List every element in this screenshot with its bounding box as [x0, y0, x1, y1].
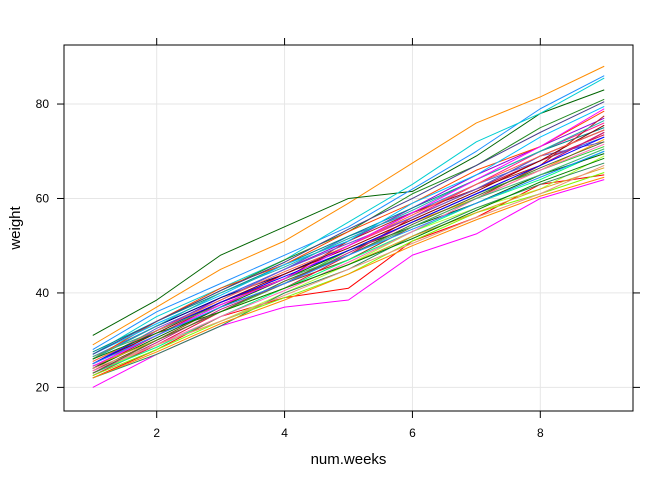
- series-line-6: [92, 179, 605, 388]
- x-tick-label: 2: [153, 426, 160, 440]
- plot-frame: [63, 44, 634, 412]
- series-line-11: [92, 131, 605, 372]
- series-line-19: [92, 115, 605, 369]
- series-line-39: [92, 176, 605, 379]
- series-line-1: [92, 65, 605, 346]
- series-line-21: [92, 162, 605, 379]
- y-tick-label: 40: [36, 286, 50, 300]
- y-tick-label: 60: [36, 191, 50, 205]
- series-line-40: [92, 150, 605, 365]
- series-line-27: [92, 124, 605, 365]
- series-line-38: [92, 157, 605, 360]
- y-tick-label: 20: [36, 380, 50, 394]
- series-line-28: [92, 120, 605, 360]
- series-line-31: [92, 136, 605, 365]
- x-tick-label: 4: [281, 426, 288, 440]
- series-line-20: [92, 141, 605, 365]
- series-line-4: [92, 77, 605, 355]
- series-line-37: [92, 108, 605, 367]
- y-axis-title: weight: [7, 205, 24, 250]
- grid-lines: [64, 45, 633, 411]
- axis-ticks: 2 4 6 8 20 40 60 80: [36, 38, 640, 440]
- x-tick-label: 6: [409, 426, 416, 440]
- series-lines: [92, 65, 605, 388]
- y-tick-label: 80: [36, 97, 50, 111]
- series-line-30: [92, 143, 605, 372]
- series-line-22: [92, 110, 605, 360]
- series-line-3: [92, 75, 605, 351]
- x-axis-title: num.weeks: [311, 451, 387, 468]
- series-line-34: [92, 101, 605, 355]
- series-line-25: [92, 131, 605, 374]
- series-line-33: [92, 164, 605, 369]
- x-tick-label: 8: [537, 426, 544, 440]
- series-line-24: [92, 105, 605, 355]
- series-line-2: [92, 89, 605, 336]
